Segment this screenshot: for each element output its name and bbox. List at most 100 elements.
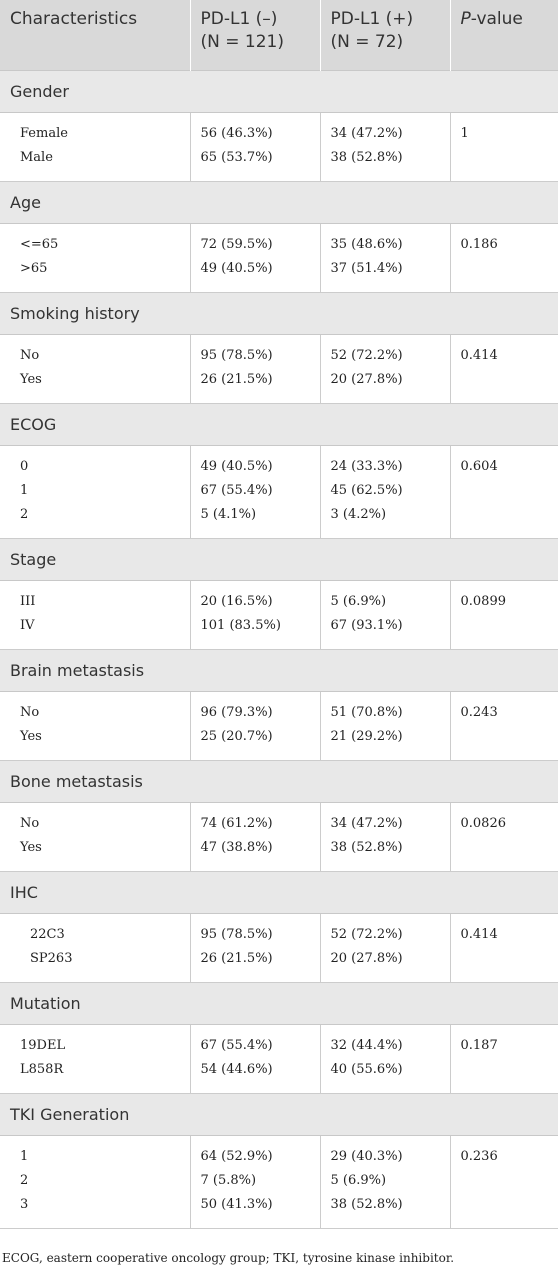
- row-label: IV: [20, 618, 35, 633]
- data-cell: 64 (52.9%) 7 (5.8%) 50 (41.3%): [189, 1135, 320, 1229]
- data-row: No Yes 96 (79.3%) 25 (20.7%) 51 (70.8%) 21 (2…: [0, 691, 558, 761]
- data-row: Female Male 56 (46.3%) 65 (53.7%) 34 (47.2%)…: [0, 112, 558, 182]
- count-value: 65 (53.7%): [200, 150, 273, 165]
- count-value: 38 (52.8%): [330, 840, 403, 855]
- count-value: 26 (21.5%): [200, 951, 273, 966]
- p-value: 0.236: [460, 1149, 498, 1164]
- data-cell: 52 (72.2%) 20 (27.8%): [319, 334, 450, 404]
- count-value: 67 (93.1%): [330, 618, 403, 633]
- header-text-italic: P: [460, 9, 471, 29]
- count-value: 25 (20.7%): [200, 729, 273, 744]
- data-cell: 0.236: [449, 1135, 558, 1229]
- row-label: 1: [20, 1149, 29, 1164]
- characteristics-table: Characteristics PD-L1 (–) (N = 121) PD-L1 (…: [0, 0, 558, 1229]
- section-title: Age: [0, 181, 558, 224]
- data-row: III IV 20 (16.5%) 101 (83.5%) 5 (6.9%) 67 (93…: [0, 580, 558, 650]
- count-value: 67 (55.4%): [200, 1038, 273, 1053]
- row-label: L858R: [20, 1062, 64, 1077]
- count-value: 5 (6.9%): [330, 1173, 387, 1188]
- data-cell: 0 1 2: [0, 445, 190, 539]
- row-label: Male: [20, 150, 53, 165]
- count-value: 3 (4.2%): [330, 507, 387, 522]
- count-value: 52 (72.2%): [330, 927, 403, 942]
- section-title: Mutation: [0, 982, 558, 1025]
- section-title: Smoking history: [0, 292, 558, 335]
- count-value: 67 (55.4%): [200, 483, 273, 498]
- p-value: 0.414: [460, 927, 498, 942]
- section-title: ECOG: [0, 403, 558, 446]
- data-cell: 52 (72.2%) 20 (27.8%): [319, 913, 450, 983]
- p-value: 0.186: [460, 237, 498, 252]
- row-label: 2: [20, 1173, 29, 1188]
- count-value: 34 (47.2%): [330, 126, 403, 141]
- data-cell: Female Male: [0, 112, 190, 182]
- p-value: 0.187: [460, 1038, 498, 1053]
- p-value: 0.243: [460, 705, 498, 720]
- data-cell: 72 (59.5%) 49 (40.5%): [189, 223, 320, 293]
- row-label: 19DEL: [20, 1038, 66, 1053]
- count-value: 37 (51.4%): [330, 261, 403, 276]
- section-title: TKI Generation: [0, 1093, 558, 1136]
- count-value: 20 (16.5%): [200, 594, 273, 609]
- section-row: Bone metastasis: [0, 760, 558, 803]
- data-cell: 0.0899: [449, 580, 558, 650]
- header-text: Characteristics: [10, 9, 138, 29]
- data-cell: 1: [449, 112, 558, 182]
- row-label: No: [20, 816, 40, 831]
- count-value: 29 (40.3%): [330, 1149, 403, 1164]
- row-label: Yes: [20, 840, 42, 855]
- p-value: 0.604: [460, 459, 498, 474]
- row-label: 2: [20, 507, 29, 522]
- data-cell: 24 (33.3%) 45 (62.5%) 3 (4.2%): [319, 445, 450, 539]
- section-title: Brain metastasis: [0, 649, 558, 692]
- data-row: No Yes 74 (61.2%) 47 (38.8%) 34 (47.2%) 38 (5…: [0, 802, 558, 872]
- header-cell: PD-L1 (+) (N = 72): [320, 0, 451, 71]
- count-value: 26 (21.5%): [200, 372, 273, 387]
- section-row: Gender: [0, 70, 558, 113]
- data-cell: 56 (46.3%) 65 (53.7%): [189, 112, 320, 182]
- section-row: ECOG: [0, 403, 558, 446]
- data-cell: 49 (40.5%) 67 (55.4%) 5 (4.1%): [189, 445, 320, 539]
- row-label: Yes: [20, 372, 42, 387]
- row-label: Female: [20, 126, 68, 141]
- data-row: No Yes 95 (78.5%) 26 (21.5%) 52 (72.2%) 20 (2…: [0, 334, 558, 404]
- count-value: 40 (55.6%): [330, 1062, 403, 1077]
- row-label: <=65: [20, 237, 59, 252]
- count-value: 47 (38.8%): [200, 840, 273, 855]
- data-cell: No Yes: [0, 802, 190, 872]
- section-row: TKI Generation: [0, 1093, 558, 1136]
- p-value: 0.414: [460, 348, 498, 363]
- data-cell: 34 (47.2%) 38 (52.8%): [319, 112, 450, 182]
- section-title: Bone metastasis: [0, 760, 558, 803]
- count-value: 95 (78.5%): [200, 927, 273, 942]
- data-cell: 0.414: [449, 334, 558, 404]
- count-value: 52 (72.2%): [330, 348, 403, 363]
- data-cell: No Yes: [0, 334, 190, 404]
- header-text: (N = 72): [330, 32, 404, 52]
- section-title: IHC: [0, 871, 558, 914]
- count-value: 34 (47.2%): [330, 816, 403, 831]
- section-row: IHC: [0, 871, 558, 914]
- data-row: 1 2 3 64 (52.9%) 7 (5.8%) 50 (41.3%) 29 (40.3%…: [0, 1135, 558, 1229]
- data-cell: 19DEL L858R: [0, 1024, 190, 1094]
- section-title: Gender: [0, 70, 558, 113]
- count-value: 56 (46.3%): [200, 126, 273, 141]
- row-label: 0: [20, 459, 29, 474]
- row-label: No: [20, 705, 40, 720]
- count-value: 5 (4.1%): [200, 507, 257, 522]
- data-cell: 0.187: [449, 1024, 558, 1094]
- count-value: 96 (79.3%): [200, 705, 273, 720]
- row-label: 1: [20, 483, 29, 498]
- p-value: 0.0899: [460, 594, 507, 609]
- data-row: 19DEL L858R 67 (55.4%) 54 (44.6%) 32 (44.4%)…: [0, 1024, 558, 1094]
- data-cell: 95 (78.5%) 26 (21.5%): [189, 334, 320, 404]
- row-label: 3: [20, 1197, 29, 1212]
- data-cell: 0.604: [449, 445, 558, 539]
- data-row: <=65 >65 72 (59.5%) 49 (40.5%) 35 (48.6%) 37 …: [0, 223, 558, 293]
- header-text: PD-L1 (–): [200, 9, 278, 29]
- count-value: 20 (27.8%): [330, 372, 403, 387]
- row-label: >65: [20, 261, 48, 276]
- data-cell: 74 (61.2%) 47 (38.8%): [189, 802, 320, 872]
- count-value: 101 (83.5%): [200, 618, 281, 633]
- data-cell: 51 (70.8%) 21 (29.2%): [319, 691, 450, 761]
